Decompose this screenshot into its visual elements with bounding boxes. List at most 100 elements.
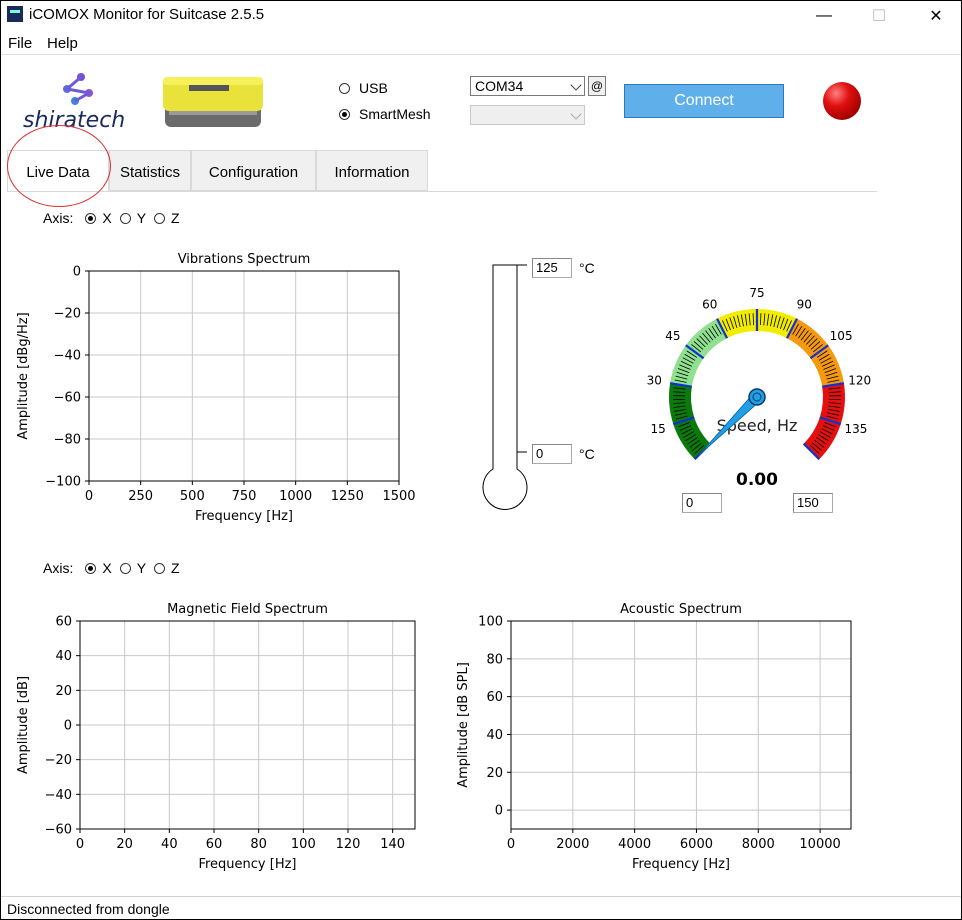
temperature-min-unit: °C [579,446,595,462]
gauge-minor-tick [725,318,731,331]
axis-y-indicator[interactable] [119,212,131,224]
status-led [823,82,861,120]
axis-y-indicator[interactable] [119,562,131,574]
temperature-max-field[interactable]: 125 [532,258,572,278]
gauge-hub [748,388,766,406]
axis-label: Axis: [43,210,74,226]
gauge-major-tick [785,318,798,339]
x-tick-label: 6000 [680,837,713,852]
usb-radio[interactable]: USB [339,80,388,96]
gauge-minor-tick [673,402,686,404]
speed-min-field[interactable]: 0 [682,493,722,513]
gauge-minor-tick [692,442,702,451]
gauge-minor-tick [696,338,706,348]
gauge-minor-tick [689,439,700,448]
gauge-minor-tick [673,387,686,390]
x-tick-label: 0 [85,489,93,504]
smartmesh-label: SmartMesh [359,106,431,122]
plot-frame [79,620,416,830]
temperature-max-unit: °C [579,260,595,276]
com-port-select[interactable]: COM34 [470,76,585,96]
mesh-select[interactable] [470,105,585,125]
vibration-axis-selector: Axis: X Y Z [43,210,188,226]
speed-max-field[interactable]: 150 [793,493,833,513]
x-tick-label: 1000 [279,489,312,504]
gauge-minor-tick [828,405,841,408]
minimize-button[interactable]: — [816,7,832,24]
connect-button[interactable]: Connect [624,84,784,118]
gauge-minor-tick [715,323,722,335]
axis-x-indicator[interactable] [85,562,97,574]
axis-x-label: X [102,560,112,576]
gauge-minor-tick [783,318,789,331]
axis-z-radio[interactable]: Z [154,560,180,576]
x-tick-label: 80 [250,837,267,852]
close-button[interactable]: ✕ [929,8,943,25]
gauge-minor-tick [828,387,841,390]
axis-z-radio[interactable]: Z [154,210,180,226]
gauge-minor-tick [763,313,766,326]
magnetic-field-spectrum-chart: Magnetic Field Spectrum 0 20 40 60 80 100 120 14… [16,602,416,872]
maximize-button[interactable]: ☐ [871,8,887,25]
axis-x-indicator[interactable] [85,212,97,224]
axis-x-label: X [102,210,112,226]
y-tick-label: −40 [45,788,72,803]
gauge-minor-tick [679,425,692,431]
gauge-minor-tick [687,437,698,445]
tab-configuration[interactable]: Configuration [191,150,316,191]
y-axis-label: Amplitude [dB] [16,676,31,774]
x-tick-label: 40 [161,837,178,852]
smartmesh-radio[interactable]: SmartMesh [339,106,431,122]
gauge-minor-tick [705,330,714,341]
menu-divider [1,54,961,55]
title-bar: iCOMOX Monitor for Suitcase 2.5.5 — ☐ ✕ [1,1,961,31]
gauge-minor-tick [798,328,806,339]
y-axis-label: Amplitude [dBg/Hz] [16,312,31,439]
axis-y-radio[interactable]: Y [119,210,147,226]
status-text: Disconnected from dongle [7,901,170,917]
tab-information[interactable]: Information [316,150,428,191]
axis-z-indicator[interactable] [154,212,166,224]
y-tick-label: 80 [486,652,503,667]
gauge-band [803,383,845,460]
axis-x-radio[interactable]: X [85,560,112,576]
smartmesh-radio-indicator[interactable] [339,108,350,120]
app-icon [7,6,23,22]
status-divider [1,896,961,897]
gauge-tick-label: 15 [650,422,665,436]
gauge-hub-inner [752,392,762,402]
axis-y-label: Y [136,210,147,226]
gauge-minor-tick [773,315,777,328]
gauge-minor-tick [679,364,691,370]
gauge-minor-tick [786,320,792,332]
axis-z-label: Z [171,210,180,226]
chart-title: Magnetic Field Spectrum [167,602,328,617]
axis-y-radio[interactable]: Y [119,560,146,576]
gauge-tick-label: 90 [797,297,812,311]
gauge-minor-tick [674,408,687,412]
gauge-minor-tick [828,391,841,393]
gauge-minor-tick [779,317,785,330]
gauge-tick-label: 75 [749,286,764,300]
y-tick-label: −60 [54,391,81,406]
axis-x-radio[interactable]: X [85,210,112,226]
gauge-major-tick [685,344,705,360]
tab-statistics[interactable]: Statistics [109,150,191,191]
usb-radio-indicator[interactable] [339,82,350,94]
gauge-minor-tick [729,317,735,330]
menu-help[interactable]: Help [47,35,78,52]
usb-label: USB [359,80,388,96]
x-tick-label: 4000 [618,837,651,852]
gauge-minor-tick [824,368,837,373]
menu-file[interactable]: File [8,35,33,52]
x-tick-label: 500 [180,489,205,504]
at-button[interactable]: @ [588,76,606,96]
gauge-end-tick [802,442,821,461]
temperature-min-field[interactable]: 0 [532,444,572,464]
axis-z-indicator[interactable] [154,562,166,574]
gauge-minor-tick [699,335,709,345]
menu-bar: File Help [1,32,961,54]
gauge-minor-tick [693,341,704,350]
x-tick-label: 10000 [799,837,840,852]
